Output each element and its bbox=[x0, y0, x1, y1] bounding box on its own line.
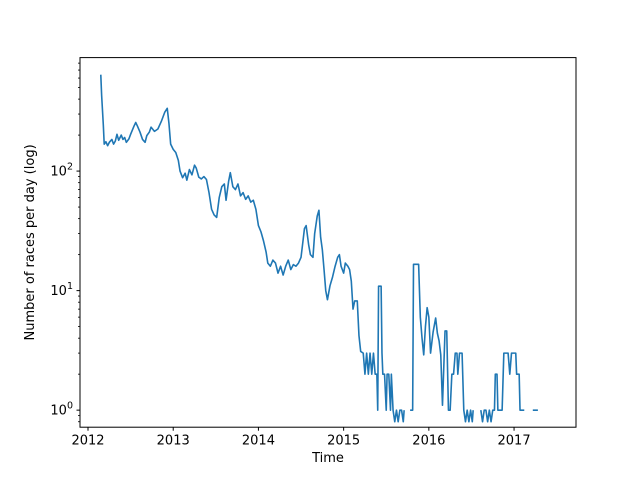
y-tick-label: 101 bbox=[50, 281, 73, 299]
x-tick-label: 2013 bbox=[157, 434, 190, 449]
y-tick-label: 102 bbox=[50, 162, 73, 180]
x-tick-label: 2016 bbox=[412, 434, 445, 449]
x-tick-label: 2015 bbox=[327, 434, 360, 449]
plot-border bbox=[79, 57, 577, 428]
tick-labels: 2012 2013 2014 2015 2016 2017 100 101 102 bbox=[50, 162, 530, 449]
data-series-line bbox=[99, 74, 538, 423]
y-tick-label: 100 bbox=[50, 401, 73, 419]
x-tick-label: 2012 bbox=[71, 434, 104, 449]
x-tick-label: 2014 bbox=[242, 434, 275, 449]
x-tick-label: 2017 bbox=[498, 434, 531, 449]
y-axis-label: Number of races per day (log) bbox=[23, 144, 38, 340]
x-axis-label: Time bbox=[311, 451, 344, 466]
data-series-group bbox=[99, 74, 538, 423]
